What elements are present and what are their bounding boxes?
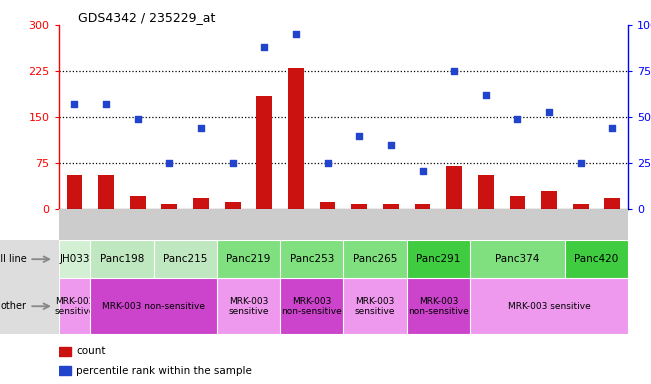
Text: Panc420: Panc420 [574, 254, 618, 264]
Bar [605, 198, 620, 209]
Bar [98, 175, 114, 209]
Bar [383, 204, 399, 209]
Point [259, 44, 270, 50]
Point [607, 125, 618, 131]
Text: cell line: cell line [0, 254, 26, 264]
Text: Panc215: Panc215 [163, 254, 208, 264]
Text: Panc291: Panc291 [416, 254, 460, 264]
Bar [66, 175, 82, 209]
Point [354, 132, 365, 139]
Point [512, 116, 523, 122]
Point [385, 142, 396, 148]
Text: Panc253: Panc253 [290, 254, 334, 264]
Bar [59, 347, 71, 356]
Point [544, 109, 554, 115]
Point [164, 160, 174, 166]
Bar [161, 204, 177, 209]
Point [575, 160, 586, 166]
Bar [446, 166, 462, 209]
Bar [478, 175, 493, 209]
Text: count: count [77, 346, 106, 356]
Text: MRK-003
non-sensitive: MRK-003 non-sensitive [281, 296, 342, 316]
Bar [256, 96, 272, 209]
Text: other: other [1, 301, 26, 311]
Text: JH033: JH033 [59, 254, 90, 264]
Point [480, 92, 491, 98]
Point [133, 116, 143, 122]
Point [322, 160, 333, 166]
Bar [225, 202, 241, 209]
Bar [352, 204, 367, 209]
Point [227, 160, 238, 166]
Bar [415, 204, 430, 209]
Text: Panc374: Panc374 [495, 254, 540, 264]
Text: MRK-003 non-sensitive: MRK-003 non-sensitive [102, 302, 205, 311]
Text: Panc219: Panc219 [227, 254, 271, 264]
Text: MRK-003 sensitive: MRK-003 sensitive [508, 302, 590, 311]
Bar [573, 204, 589, 209]
Text: Panc265: Panc265 [353, 254, 397, 264]
Bar [59, 366, 71, 375]
Bar [510, 196, 525, 209]
Bar [288, 68, 304, 209]
Bar [541, 191, 557, 209]
Text: percentile rank within the sample: percentile rank within the sample [77, 366, 253, 376]
Text: MRK-003
sensitive: MRK-003 sensitive [355, 296, 395, 316]
Point [101, 101, 111, 107]
Text: Panc198: Panc198 [100, 254, 144, 264]
Point [449, 68, 460, 74]
Point [196, 125, 206, 131]
Point [417, 167, 428, 174]
Bar [193, 198, 209, 209]
Bar [320, 202, 335, 209]
Point [69, 101, 79, 107]
Text: MRK-003
sensitive: MRK-003 sensitive [229, 296, 269, 316]
Bar [130, 196, 146, 209]
Point [291, 31, 301, 37]
Text: GDS4342 / 235229_at: GDS4342 / 235229_at [78, 12, 215, 25]
Text: MRK-003
non-sensitive: MRK-003 non-sensitive [408, 296, 469, 316]
Text: MRK-003
sensitive: MRK-003 sensitive [54, 296, 94, 316]
